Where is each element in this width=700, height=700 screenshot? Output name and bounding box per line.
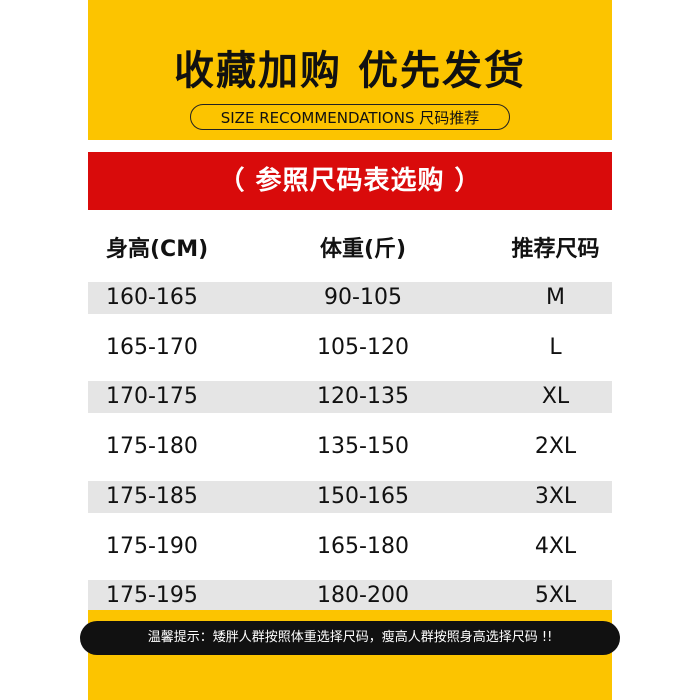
table-cell: 175-195 [106, 583, 198, 609]
note: 温馨提示：矮胖人群按照体重选择尺码，瘦高人群按照身高选择尺码 !! [80, 621, 620, 655]
banner: （ 参照尺码表选购 ） [88, 152, 612, 210]
table-cell: 5XL [534, 583, 577, 609]
table-cell: 4XL [534, 533, 577, 559]
table-cell: 165-180 [317, 533, 409, 559]
table-cell: 120-135 [317, 384, 409, 410]
table-cell: 170-175 [106, 384, 198, 410]
table-cell: M [546, 285, 565, 310]
table-cell: 160-165 [106, 285, 198, 310]
column-header: 推荐尺码 [511, 237, 600, 262]
table-cell: 3XL [534, 483, 577, 509]
table-cell: 2XL [534, 434, 577, 460]
table-row: 175-190 165-180 4XL [88, 531, 612, 563]
column-header: 身高(CM) [106, 237, 209, 262]
table-row: 160-165 90-105 M [88, 282, 612, 314]
table-row: 170-175 120-135 XL [88, 381, 612, 414]
table-cell: 150-165 [317, 483, 409, 509]
table-row: 165-170 105-120 L [88, 332, 612, 364]
table-row: 175-185 150-165 3XL [88, 480, 612, 513]
table-cell: 175-190 [106, 533, 198, 559]
table-cell: 175-180 [106, 434, 198, 460]
table-cell: 175-185 [106, 483, 198, 509]
table-cell: 90-105 [324, 285, 402, 310]
table-cell: XL [541, 384, 570, 410]
table-cell: 180-200 [317, 583, 409, 609]
table-cell: L [549, 334, 562, 360]
table-row: 175-180 135-150 2XL [88, 431, 612, 463]
column-header: 体重(斤) [319, 237, 407, 262]
table-cell: 165-170 [106, 334, 198, 360]
header-bg [88, 0, 612, 140]
table-cell: 105-120 [317, 334, 409, 360]
title: 收藏加购 优先发货 [174, 48, 526, 94]
table-row: 175-195 180-200 5XL [88, 580, 612, 613]
subtitle: SIZE RECOMMENDATIONS 尺码推荐 [190, 104, 510, 130]
table-cell: 135-150 [317, 434, 409, 460]
table-header: 身高(CM) 体重(斤) 推荐尺码 [88, 234, 612, 266]
